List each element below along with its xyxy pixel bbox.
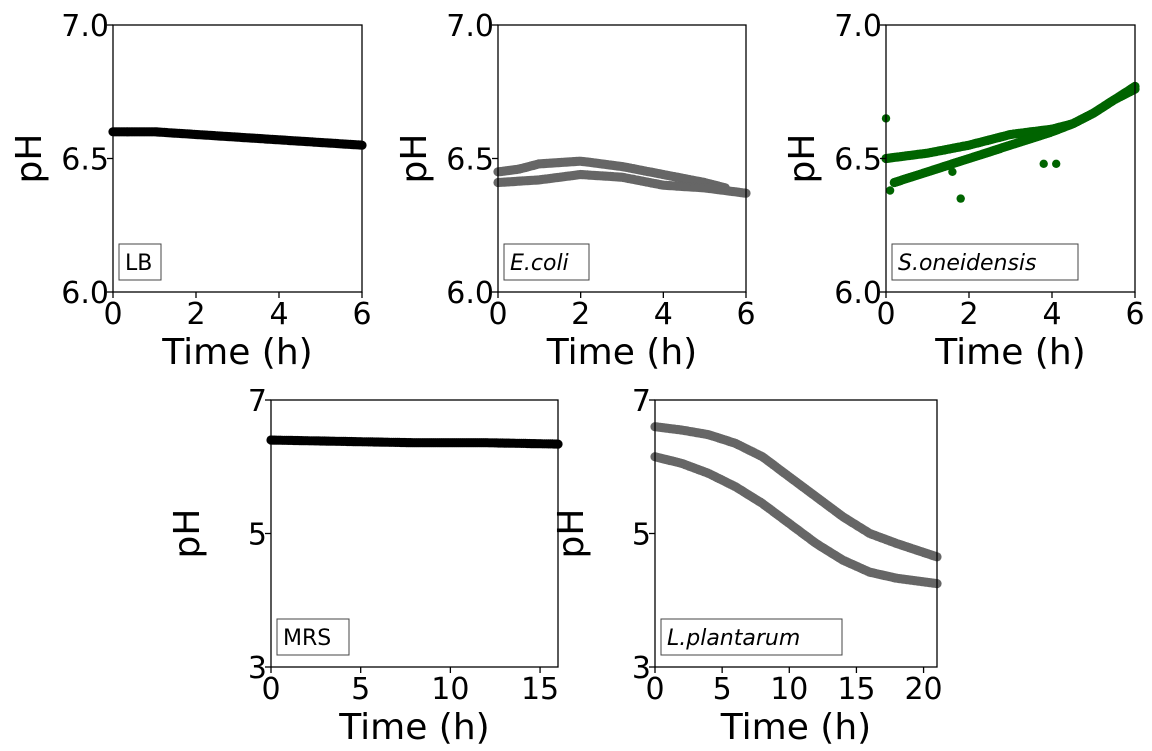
x-tick-label: 10: [770, 672, 808, 707]
y-tick-label: 7.0: [834, 9, 882, 44]
panel-lb: 0 2 4 6 6.0 6.5 7.0 Time (h) pH LB: [9, 9, 372, 373]
sample-label-box: [660, 618, 843, 656]
y-axis-label: pH: [782, 134, 823, 184]
panel-mrs: 0 5 10 15 3 5 7 Time (h) pH MRS: [167, 384, 563, 748]
x-tick-label: 5: [713, 672, 732, 707]
y-axis-label: pH: [167, 509, 208, 559]
y-axis-label: pH: [551, 509, 592, 559]
x-tick-label: 0: [261, 672, 280, 707]
y-tick-label: 6.5: [446, 143, 494, 178]
x-tick-label: 0: [488, 297, 507, 332]
x-tick-label: 2: [186, 297, 205, 332]
x-tick-label: 6: [1125, 297, 1144, 332]
y-tick-label: 6.0: [61, 276, 109, 311]
y-tick-label: 6.5: [61, 143, 109, 178]
y-tick-label: 6.0: [834, 276, 882, 311]
y-tick-label: 5: [632, 518, 651, 553]
y-tick-label: 7: [248, 384, 267, 419]
sample-label: MRS: [283, 626, 331, 651]
data-point-outlier: [956, 194, 965, 203]
y-tick-label: 6.5: [834, 143, 882, 178]
x-tick-label: 2: [571, 297, 590, 332]
y-tick-label: 7.0: [446, 9, 494, 44]
y-tick-label: 3: [632, 651, 651, 686]
sample-label: LB: [125, 251, 152, 276]
data-points: [493, 156, 751, 198]
data-point-outlier: [1039, 159, 1048, 168]
data-points: [266, 435, 563, 449]
x-axis-label: Time (h): [720, 707, 871, 748]
data-point-outlier: [885, 186, 895, 195]
x-axis-label: Time (h): [934, 332, 1085, 373]
sample-label-box: [118, 243, 162, 281]
data-point-outlier: [1052, 159, 1061, 168]
panel-e-coli: 0 2 4 6 6.0 6.5 7.0 Time (h) pH E.coli: [394, 9, 756, 373]
x-tick-label: 15: [837, 672, 875, 707]
y-tick-label: 7.0: [61, 9, 109, 44]
sample-label-box: [503, 243, 590, 281]
x-tick-label: 6: [352, 297, 371, 332]
x-tick-label: 15: [521, 672, 559, 707]
sample-label-box: [276, 618, 350, 656]
y-axis-label: pH: [394, 134, 435, 184]
y-tick-label: 7: [632, 384, 651, 419]
y-tick-label: 3: [248, 651, 267, 686]
data-points: [108, 127, 367, 150]
y-tick-label: 6.0: [446, 276, 494, 311]
x-tick-label: 6: [736, 297, 755, 332]
y-axis-label: pH: [9, 134, 50, 184]
x-tick-label: 4: [1042, 297, 1061, 332]
x-axis-label: Time (h): [546, 332, 697, 373]
panel-l-plantarum: 0 5 10 15 20 3 5 7 Time (h) pH L.plantarum: [551, 384, 943, 748]
x-axis-label: Time (h): [338, 707, 489, 748]
x-tick-label: 0: [876, 297, 895, 332]
sample-label-box: [891, 243, 1079, 281]
sample-label: E.coli: [510, 251, 569, 276]
x-tick-label: 5: [351, 672, 370, 707]
x-tick-label: 10: [431, 672, 469, 707]
x-tick-label: 0: [645, 672, 664, 707]
sample-label: L.plantarum: [667, 626, 800, 651]
x-axis-label: Time (h): [161, 332, 312, 373]
x-tick-label: 2: [959, 297, 978, 332]
x-tick-label: 4: [654, 297, 673, 332]
data-points: [650, 422, 942, 589]
data-points: [881, 81, 1140, 203]
sample-label: S.oneidensis: [898, 251, 1037, 276]
data-point-outlier: [948, 167, 957, 176]
panel-s-oneidensis: 0 2 4 6 6.0 6.5 7.0 Time (h) pH S.oneidensis: [782, 9, 1145, 373]
x-tick-label: 4: [269, 297, 288, 332]
x-tick-label: 0: [103, 297, 122, 332]
x-tick-label: 20: [904, 672, 942, 707]
y-tick-label: 5: [248, 518, 267, 553]
